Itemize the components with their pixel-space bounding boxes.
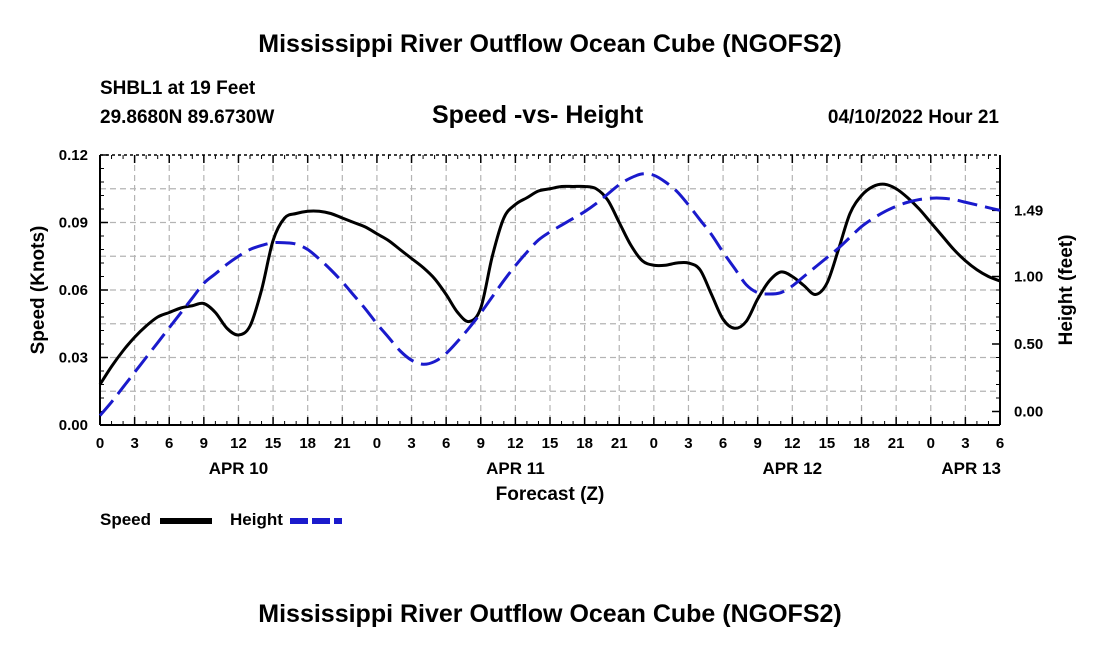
y-left-tick-label: 0.03 [59,350,88,367]
y-axis-right-label: Height (feet) [1056,235,1077,346]
labels: 0 3 6 9 12 15 18 21 0 3 6 9 12 15 18 21 0 3 6 9 12 15 18 21 0 3 6 A… [59,147,1043,478]
y-left-tick-label: 0.09 [59,215,88,232]
series [98,172,1001,417]
chart-subtitle: Speed -vs- Height [432,101,644,129]
legend-height-label: Height [230,510,283,529]
x-tick-label: 3 [130,435,138,452]
y-right-tick-label: 0.50 [1014,336,1043,353]
x-tick-label: 0 [927,435,935,452]
date-label: APR 12 [763,459,823,478]
date-label: APR 11 [486,459,545,478]
legend-speed-label: Speed [100,510,152,529]
legend-height-swatch [290,518,342,524]
datetime-label: 04/10/2022 Hour 21 [827,107,999,128]
x-tick-label: 18 [299,435,316,452]
station-label: SHBL1 at 19 Feet [100,78,256,99]
x-tick-label: 15 [542,435,559,452]
x-tick-label: 21 [888,435,905,452]
x-tick-label: 6 [442,435,450,452]
axes [99,154,1001,426]
x-tick-label: 9 [477,435,485,452]
date-label: APR 10 [209,459,269,478]
x-tick-label: 0 [96,435,104,452]
y-right-tick-label: 1.00 [1014,269,1043,286]
legend-speed-swatch [160,518,212,524]
y-right-tick-label: 1.49 [1014,202,1043,219]
x-tick-label: 12 [784,435,801,452]
x-tick-label: 21 [334,435,351,452]
x-tick-label: 0 [373,435,381,452]
x-tick-label: 12 [507,435,524,452]
y-right-tick-label: 0.00 [1014,404,1043,421]
x-tick-label: 6 [165,435,173,452]
x-tick-label: 6 [719,435,727,452]
y-axis-left-label: Speed (Knots) [28,226,49,355]
grid [100,155,1000,425]
date-label: APR 13 [941,459,1001,478]
series-line-height [98,172,1001,417]
coordinates-label: 29.8680N 89.6730W [100,107,275,128]
y-left-tick-label: 0.12 [59,147,88,164]
x-tick-label: 0 [650,435,658,452]
x-tick-label: 9 [754,435,762,452]
x-tick-label: 18 [853,435,870,452]
x-tick-label: 18 [576,435,593,452]
x-tick-label: 15 [265,435,282,452]
x-tick-label: 15 [819,435,836,452]
y-left-tick-label: 0.06 [59,282,88,299]
x-tick-label: 3 [961,435,969,452]
x-axis-label: Forecast (Z) [496,484,605,505]
x-tick-label: 12 [230,435,247,452]
x-tick-label: 9 [200,435,208,452]
x-tick-label: 3 [684,435,692,452]
chart-title-bottom: Mississippi River Outflow Ocean Cube (NG… [258,600,842,628]
x-tick-label: 6 [996,435,1004,452]
series-line-speed [98,182,1001,386]
x-tick-label: 21 [611,435,628,452]
chart-title-top: Mississippi River Outflow Ocean Cube (NG… [258,30,842,58]
y-left-tick-label: 0.00 [59,417,88,434]
x-tick-label: 3 [407,435,415,452]
